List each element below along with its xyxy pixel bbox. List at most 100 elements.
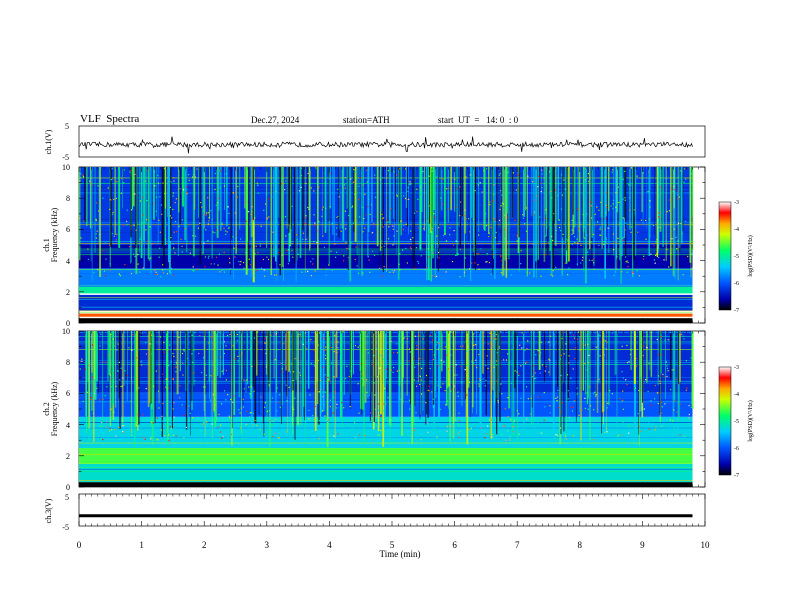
- sferic-streak: [594, 331, 596, 399]
- speckle: [310, 261, 312, 263]
- speckle: [266, 436, 268, 438]
- speckle: [207, 240, 209, 242]
- speckle: [335, 233, 337, 235]
- speckle: [427, 220, 429, 222]
- speckle: [90, 398, 92, 400]
- sferic-streak: [379, 167, 382, 251]
- dark-gap: [150, 331, 152, 404]
- speckle: [468, 218, 470, 220]
- speckle: [336, 216, 338, 218]
- speckle: [158, 407, 160, 409]
- dark-gap: [623, 167, 625, 219]
- speckle: [223, 352, 225, 355]
- speckle: [221, 403, 223, 405]
- speckle: [264, 337, 266, 339]
- speckle: [242, 398, 244, 401]
- sferic-streak: [614, 167, 617, 274]
- speckle: [425, 402, 427, 404]
- speckle: [324, 415, 326, 417]
- speckle: [375, 196, 377, 198]
- speckle: [367, 256, 369, 258]
- speckle: [246, 270, 248, 272]
- speckle: [221, 370, 223, 372]
- sferic-streak: [390, 331, 392, 427]
- speckle: [463, 215, 465, 217]
- speckle: [223, 390, 226, 392]
- speckle: [653, 431, 655, 433]
- speckle: [230, 398, 232, 401]
- speckle: [647, 390, 649, 393]
- sferic-streak: [600, 167, 603, 218]
- speckle: [426, 267, 428, 269]
- speckle: [286, 431, 288, 433]
- speckle: [322, 396, 324, 398]
- speckle: [95, 218, 97, 220]
- speckle: [578, 414, 580, 416]
- speckle: [219, 424, 222, 426]
- speckle: [350, 370, 352, 372]
- speckle: [175, 435, 177, 437]
- speckle: [509, 436, 511, 438]
- speckle: [390, 355, 392, 357]
- speckle: [627, 426, 630, 428]
- speckle: [617, 434, 619, 437]
- speckle: [658, 375, 660, 377]
- sferic-streak: [93, 331, 95, 442]
- spectrogram-stripe: [79, 463, 693, 464]
- speckle: [683, 338, 685, 340]
- speckle: [251, 211, 253, 213]
- speckle: [292, 408, 294, 410]
- sferic-streak: [419, 167, 422, 249]
- speckle: [273, 421, 275, 423]
- speckle: [122, 430, 124, 432]
- speckle: [658, 353, 660, 356]
- speckle: [396, 195, 398, 197]
- speckle: [344, 184, 346, 186]
- speckle: [413, 379, 415, 381]
- speckle: [677, 198, 679, 200]
- sferic-streak: [642, 167, 644, 225]
- speckle: [222, 435, 224, 438]
- speckle: [238, 261, 240, 263]
- speckle: [329, 406, 331, 408]
- speckle: [565, 438, 567, 440]
- speckle: [675, 378, 677, 380]
- speckle: [626, 260, 628, 262]
- speckle: [329, 399, 331, 401]
- speckle: [412, 404, 414, 406]
- speckle: [574, 399, 576, 401]
- speckle: [612, 208, 614, 210]
- speckle: [526, 418, 528, 420]
- speckle: [434, 216, 436, 218]
- speckle: [171, 428, 173, 430]
- speckle: [168, 365, 170, 367]
- speckle: [584, 344, 586, 346]
- speckle: [622, 390, 624, 392]
- dark-gap: [638, 331, 640, 435]
- sferic-streak: [342, 167, 345, 241]
- speckle: [599, 228, 601, 230]
- speckle: [685, 178, 687, 180]
- speckle: [107, 354, 109, 357]
- speckle: [359, 177, 361, 179]
- speckle: [259, 428, 261, 430]
- sferic-streak: [273, 167, 275, 257]
- ch2-colorbar: log(PSD)(V²/Hz): [718, 366, 754, 476]
- speckle: [538, 352, 540, 354]
- speckle: [346, 247, 348, 250]
- speckle: [286, 400, 288, 402]
- dark-gap: [461, 167, 463, 217]
- sferic-streak: [93, 331, 96, 380]
- speckle: [582, 213, 584, 216]
- speckle: [587, 343, 589, 345]
- sferic-streak: [322, 167, 323, 235]
- ch1-waveform-frame: [78, 125, 706, 158]
- speckle: [141, 364, 143, 366]
- speckle: [406, 262, 408, 264]
- speckle: [137, 263, 139, 265]
- speckle: [372, 250, 374, 252]
- speckle: [134, 193, 136, 195]
- spectrogram-stripe: [79, 306, 693, 308]
- sferic-streak: [472, 167, 474, 238]
- sferic-streak: [309, 167, 311, 251]
